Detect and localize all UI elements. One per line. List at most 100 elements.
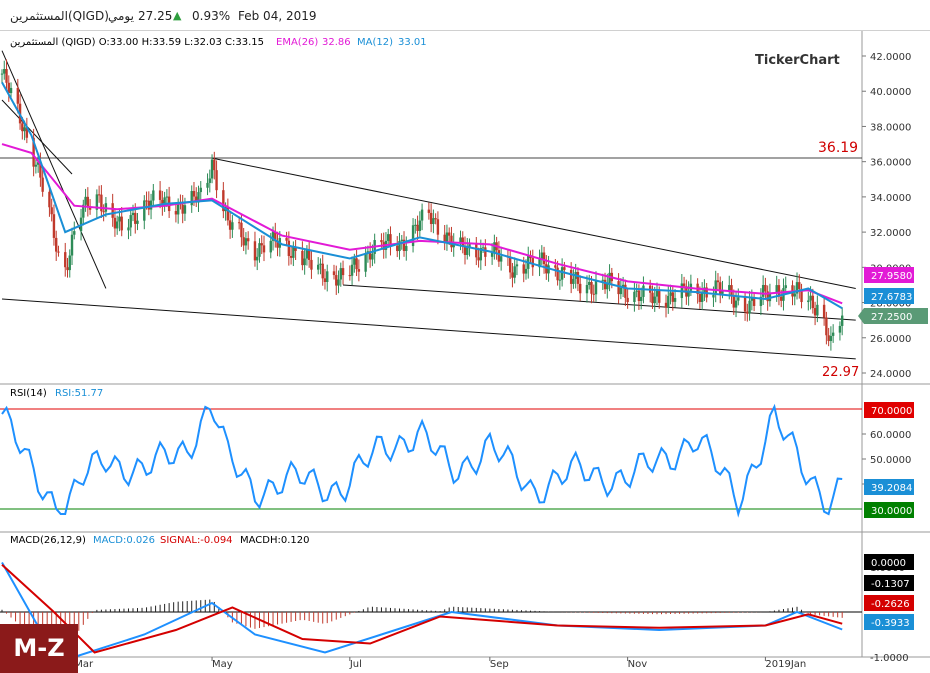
candle-body [253,241,257,261]
candle-body [481,247,485,249]
candle-body [326,271,329,282]
candle-body [524,268,528,274]
candle-body [339,268,342,280]
price-chart[interactable]: المستثمرين (QIGD) O:33.00 H:33.59 L:32.0… [0,31,930,673]
candle-body [113,217,117,229]
candle-body [50,207,53,215]
candle-body [396,245,399,252]
candle-body [16,87,20,104]
price-tick-label: 24.0000 [870,369,911,380]
candle-body [5,69,8,83]
candle-body [461,237,464,246]
candle-body [712,294,715,298]
candle-body [414,224,417,226]
candle-body [357,269,361,272]
candle-body [651,292,654,304]
rsi-70-tag [864,402,914,418]
candle-body [287,240,291,256]
rsi-line[interactable] [1,403,843,518]
candle-body [777,285,781,297]
macd-tick-label: -1.0000 [870,653,909,664]
ema-tag-value: 27.9580 [871,271,912,282]
candle-body [682,283,686,287]
ema26-line[interactable] [1,143,843,305]
candle-body [515,264,519,267]
candle-body [522,264,525,274]
candle-body [136,220,139,224]
rsi-tick-label: 50.0000 [870,455,911,466]
candle-body [88,206,92,210]
candle-body [497,250,501,262]
candle-body [459,237,462,243]
candle-body [445,232,449,244]
candle-body [547,265,550,274]
candle-body [669,292,672,296]
x-tick-label: Mar [74,659,94,670]
candle-body [152,190,155,201]
signal-line[interactable] [1,564,843,654]
candle-body [350,264,354,276]
candle-body [292,247,295,258]
level-label-high: 36.19 [818,140,858,156]
candle-body [237,222,241,224]
candle-body [466,247,469,255]
candle-body [68,255,71,271]
rsi-70-tag-value: 70.0000 [871,406,912,417]
macd-title: MACD(26,12,9) [10,535,86,546]
candle-body [0,73,4,75]
candle-body [780,296,783,301]
rsi-30-tag [864,502,914,518]
candle-body [728,285,731,290]
price-tick-label: 28.0000 [870,299,911,310]
candle-body [134,212,137,224]
candle-body [242,237,245,246]
candle-body [822,304,826,318]
candle-body [82,204,85,218]
candle-body [34,164,38,167]
candle-body [601,279,604,281]
period-label[interactable]: يومي [108,9,134,23]
candle-body [387,234,390,241]
candle-body [793,293,796,297]
candle-body [642,285,645,297]
candle-body [260,243,263,246]
candle-body [416,224,419,231]
trendline [1,99,73,175]
candle-body [687,290,690,297]
rsi-current-tag [864,479,914,495]
candle-body [231,222,234,230]
candle-body [400,239,403,241]
candle-body [174,211,178,215]
candle-body [429,212,433,225]
candle-body [468,244,471,248]
rsi-value-label: RSI:51.77 [55,388,103,399]
candle-body [215,170,218,191]
ma12-line[interactable] [1,81,843,310]
candle-body [118,216,121,222]
candle-body [531,258,534,268]
candle-body [673,298,677,302]
candle-body [633,291,636,303]
candle-body [420,209,424,221]
candle-body [499,256,503,262]
last-price: 27.25 [138,9,173,23]
candle-body [743,297,747,312]
candle-body [436,219,440,235]
candle-body [271,231,275,241]
macd-zero-tag-value: 0.0000 [871,558,906,569]
macd-line-tag-value: -0.3933 [871,618,910,629]
candle-body [258,243,261,257]
candle-body [262,245,266,253]
candle-body [213,159,216,171]
candle-body [825,317,828,336]
candle-body [432,218,435,225]
close-price-tag [858,308,928,324]
x-tick-label: May [212,659,233,670]
candle-body [538,259,541,268]
candle-body [355,258,358,270]
candle-body [463,245,467,255]
candle-body [759,296,763,306]
rsi-current-tag-value: 39.2084 [871,483,912,494]
candle-body [368,251,372,260]
candle-body [256,256,259,261]
